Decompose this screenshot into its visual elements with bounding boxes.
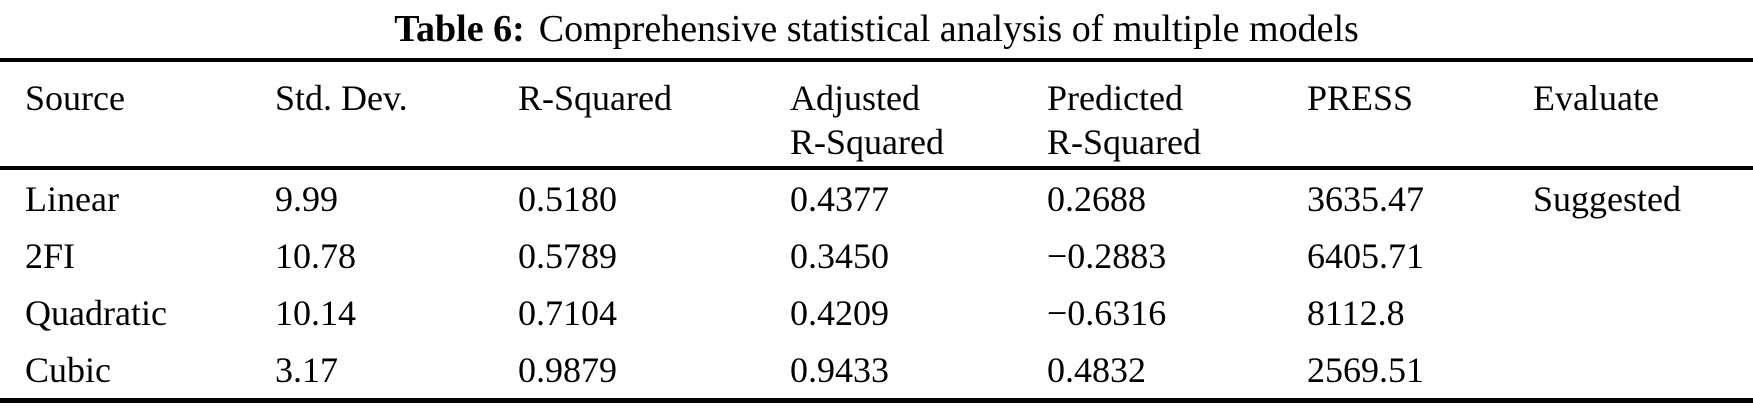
header-line: R-Squared — [1047, 122, 1201, 162]
column-header-std-dev: Std. Dev. — [275, 60, 518, 168]
column-header-predicted-r-squared: Predicted R-Squared — [1047, 60, 1307, 168]
cell-r-squared: 0.5789 — [518, 235, 617, 276]
cell-press: 2569.51 — [1307, 349, 1424, 390]
cell-press: 8112.8 — [1307, 292, 1405, 333]
cell-r-squared: 0.5180 — [518, 178, 617, 219]
cell-press: 3635.47 — [1307, 178, 1424, 219]
column-header-adjusted-r-squared: Adjusted R-Squared — [790, 60, 1047, 168]
table-row: Linear 9.99 0.5180 0.4377 0.2688 3635.47… — [0, 168, 1753, 227]
table-caption-text: Comprehensive statistical analysis of mu… — [538, 8, 1359, 50]
cell-predicted-r-squared: −0.6316 — [1047, 292, 1167, 333]
cell-r-squared: 0.7104 — [518, 292, 617, 333]
table-caption: Table 6: Comprehensive statistical analys… — [0, 0, 1753, 58]
cell-source: Cubic — [25, 349, 111, 390]
cell-evaluate — [1533, 284, 1753, 341]
header-line: Adjusted — [790, 78, 920, 118]
table-row: Quadratic 10.14 0.7104 0.4209 −0.6316 81… — [0, 284, 1753, 341]
cell-evaluate — [1533, 227, 1753, 284]
cell-adjusted-r-squared: 0.3450 — [790, 235, 889, 276]
cell-source: Linear — [25, 178, 119, 219]
cell-evaluate — [1533, 341, 1753, 401]
header-line: Predicted — [1047, 78, 1183, 118]
header-line: Std. Dev. — [275, 78, 408, 118]
column-header-source: Source — [0, 60, 275, 168]
cell-adjusted-r-squared: 0.4377 — [790, 178, 889, 219]
column-header-evaluate: Evaluate — [1533, 60, 1753, 168]
cell-predicted-r-squared: 0.2688 — [1047, 178, 1146, 219]
cell-adjusted-r-squared: 0.9433 — [790, 349, 889, 390]
column-header-press: PRESS — [1307, 60, 1533, 168]
table-row: Cubic 3.17 0.9879 0.9433 0.4832 2569.51 — [0, 341, 1753, 401]
cell-predicted-r-squared: 0.4832 — [1047, 349, 1146, 390]
header-line: R-Squared — [518, 78, 672, 118]
header-row: Source Std. Dev. R-Squared Adjusted R-Sq… — [0, 60, 1753, 168]
cell-adjusted-r-squared: 0.4209 — [790, 292, 889, 333]
cell-std-dev: 3.17 — [275, 349, 338, 390]
cell-std-dev: 10.14 — [275, 292, 356, 333]
cell-std-dev: 10.78 — [275, 235, 356, 276]
column-header-r-squared: R-Squared — [518, 60, 790, 168]
cell-source: Quadratic — [25, 292, 167, 333]
cell-press: 6405.71 — [1307, 235, 1424, 276]
cell-std-dev: 9.99 — [275, 178, 338, 219]
table-row: 2FI 10.78 0.5789 0.3450 −0.2883 6405.71 — [0, 227, 1753, 284]
header-line: Source — [25, 78, 125, 118]
cell-predicted-r-squared: −0.2883 — [1047, 235, 1167, 276]
header-line: PRESS — [1307, 78, 1414, 118]
model-statistics-table: Source Std. Dev. R-Squared Adjusted R-Sq… — [0, 58, 1753, 403]
cell-r-squared: 0.9879 — [518, 349, 617, 390]
header-line: R-Squared — [790, 122, 944, 162]
cell-source: 2FI — [25, 235, 76, 276]
table-caption-label: Table 6: — [394, 8, 525, 50]
header-line: Evaluate — [1533, 78, 1659, 118]
cell-evaluate: Suggested — [1533, 178, 1681, 219]
